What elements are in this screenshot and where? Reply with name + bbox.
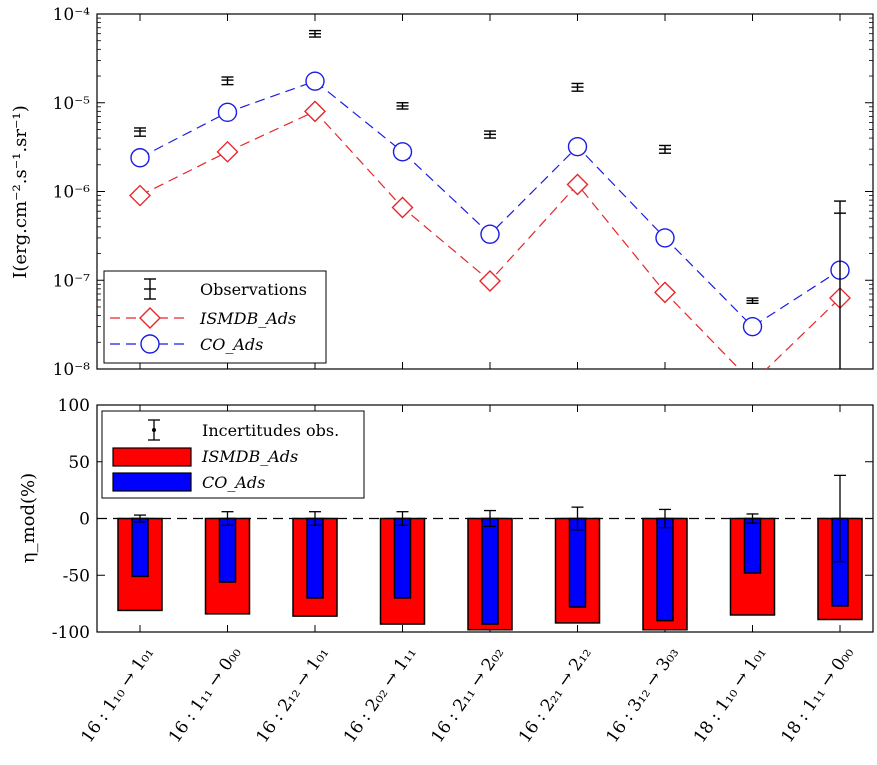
co-point: [567, 136, 588, 157]
category-label: 16 : 2₁₁ → 2₀₂: [427, 643, 508, 746]
legend-uncertainty-label: Incertitudes obs.: [202, 421, 339, 440]
co-bar: [568, 517, 587, 608]
legend-observations-label: Observations: [200, 280, 307, 299]
eta-ytick-label: -50: [63, 566, 90, 586]
legend-co-bar-label: CO_Ads: [202, 473, 265, 492]
category-label: 18 : 1₁₁ → 0₀₀: [777, 643, 858, 746]
co-bar: [306, 517, 324, 599]
eta-ytick-label: 0: [79, 510, 90, 530]
category-label: 16 : 2₁₂ → 1₀₁: [252, 643, 333, 746]
co-bar: [743, 517, 762, 574]
legend-observations-marker: [144, 278, 156, 300]
category-label: 16 : 1₁₁ → 0₀₀: [165, 643, 246, 746]
ismdb-point: [129, 184, 151, 207]
ismdb-point: [566, 173, 589, 196]
svg-text:I(erg.cm⁻².s⁻¹.sr⁻¹): I(erg.cm⁻².s⁻¹.sr⁻¹): [10, 105, 31, 278]
co-point: [305, 71, 325, 91]
legend-co-swatch: [112, 472, 192, 492]
co-point: [742, 316, 763, 337]
category-label: 16 : 1₁₀ → 1₀₁: [77, 643, 158, 746]
co-point: [480, 224, 500, 244]
co-bar: [656, 517, 674, 622]
eta-ytick-label: -100: [52, 623, 90, 643]
eta-legend: Incertitudes obs. ISMDB_Ads CO_Ads: [101, 410, 365, 499]
intensity-ytick-label: 10⁻⁴: [53, 5, 91, 25]
category-label: 16 : 3₁₂ → 3₀₃: [602, 643, 683, 746]
co-bar: [218, 517, 237, 583]
co-point: [217, 102, 238, 123]
legend-co-label: CO_Ads: [200, 335, 263, 354]
eta-ytick-label: 100: [58, 396, 90, 416]
co-bar: [393, 517, 412, 599]
ismdb-point: [654, 281, 676, 304]
ismdb-point: [391, 196, 414, 219]
co-bar: [131, 517, 149, 578]
intensity-legend: Observations ISMDB_Ads CO_Ads: [103, 270, 327, 364]
legend-ismdb-label: ISMDB_Ads: [199, 309, 296, 328]
ismdb-point: [304, 100, 326, 123]
eta-y-axis-label: η_mod(%): [18, 473, 39, 563]
category-label: 18 : 1₁₀ → 1₀₁: [690, 643, 771, 746]
intensity-ytick-label: 10⁻⁵: [53, 94, 91, 114]
svg-text:η_mod(%): η_mod(%): [18, 473, 39, 563]
co-point: [655, 228, 675, 248]
co-point: [392, 142, 413, 162]
legend-uncertainty-marker: [148, 419, 160, 441]
intensity-panel: 10⁻⁸ 10⁻⁷ 10⁻⁶ 10⁻⁵ 10⁻⁴ I(erg.cm⁻².s⁻¹.sr⁻¹…: [10, 5, 874, 380]
legend-ismdb-swatch: [112, 447, 192, 467]
category-label: 16 : 2₂₁ → 2₁₂: [515, 643, 596, 746]
legend-ismdb-bar-label: ISMDB_Ads: [201, 447, 298, 466]
eta-ytick-label: 50: [68, 453, 90, 473]
ismdb-point: [479, 270, 501, 293]
category-label: 16 : 2₀₂ → 1₁₁: [340, 643, 421, 746]
intensity-ytick-label: 10⁻⁶: [53, 183, 91, 203]
intensity-ytick-label: 10⁻⁸: [53, 360, 91, 380]
legend-ismdb-marker: [110, 307, 190, 329]
co-bar: [481, 517, 499, 625]
co-point: [130, 148, 150, 168]
legend-co-marker: [110, 334, 190, 354]
intensity-y-axis-label: I(erg.cm⁻².s⁻¹.sr⁻¹): [10, 105, 31, 278]
intensity-ytick-label: 10⁻⁷: [53, 271, 91, 291]
eta-panel: 100 50 0 -50 -100 η_mod(%) Incertitudes obs.…: [18, 396, 874, 747]
ismdb-point: [216, 140, 239, 163]
